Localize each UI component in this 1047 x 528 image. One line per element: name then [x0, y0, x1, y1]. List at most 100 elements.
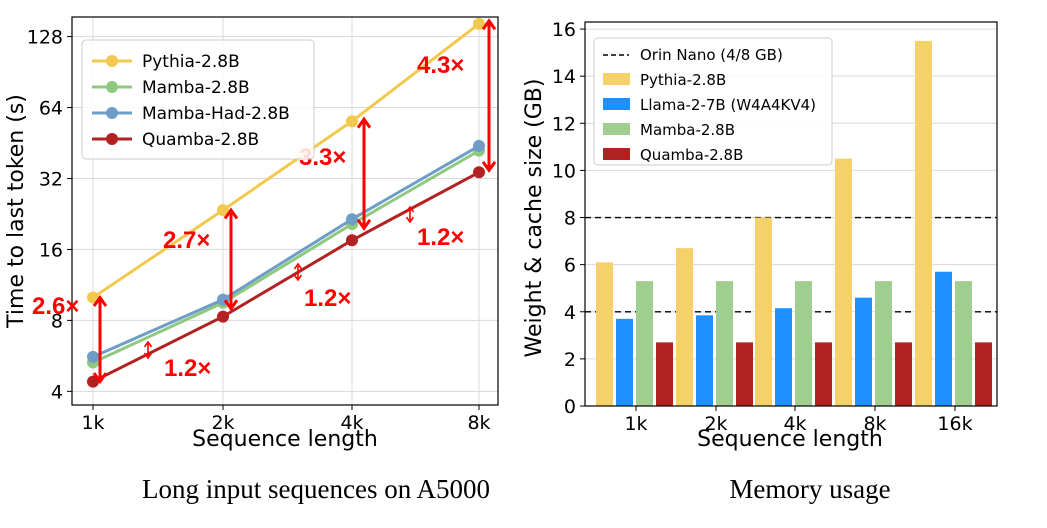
arrow-head-up	[405, 205, 415, 213]
arrow-head-down	[92, 372, 108, 385]
legend-label: Orin Nano (4/8 GB)	[640, 46, 783, 64]
arrow-head-down	[293, 274, 303, 282]
caption-left: Long input sequences on A5000	[142, 474, 490, 504]
y-axis-label: Weight & cache size (GB)	[522, 79, 547, 358]
legend-label: Mamba-2.8B	[142, 78, 250, 98]
y-tick-label: 4	[564, 302, 576, 324]
speedup-label: 4.3×	[417, 52, 464, 79]
y-tick-label: 6	[564, 255, 576, 277]
y-tick-label: 64	[39, 98, 63, 120]
bars	[596, 40, 992, 407]
memory-bar-chart: 0 2 4 6 8 10 12 14 16 1k 2k 4k 8k 16k Sequence lengt…	[522, 19, 998, 504]
bar	[955, 281, 972, 406]
legend-box	[81, 39, 315, 160]
legend-label: Pythia-2.8B	[142, 52, 240, 72]
x-tick-label: 8k	[863, 413, 886, 435]
legend-swatch	[603, 73, 630, 85]
data-point	[87, 375, 99, 388]
legend-marker	[106, 107, 118, 119]
bar	[636, 281, 653, 406]
bar	[875, 281, 892, 406]
legend-swatch	[603, 148, 630, 160]
bar	[895, 342, 912, 406]
caption-right: Memory usage	[729, 474, 890, 504]
y-tick-label: 2	[564, 349, 576, 371]
x-axis-label: Sequence length	[697, 427, 883, 452]
data-point	[346, 234, 358, 247]
data-point	[346, 213, 358, 226]
x-axis-label: Sequence length	[192, 427, 378, 452]
double-arrow	[405, 205, 415, 224]
y-tick-label: 12	[552, 113, 576, 135]
legend-swatch	[603, 123, 630, 135]
data-point	[346, 115, 358, 128]
double-arrow	[223, 207, 239, 312]
legend-label: Pythia-2.8B	[640, 71, 726, 89]
x-tick-label: 2k	[211, 412, 234, 434]
arrow-head-down	[481, 161, 497, 173]
y-tick-label: 32	[39, 168, 63, 190]
x-tick-label: 4k	[783, 413, 806, 435]
y-tick-label: 4	[51, 381, 63, 403]
double-arrow	[143, 340, 153, 360]
bar	[935, 271, 952, 406]
legend-box	[593, 37, 833, 166]
double-arrow	[356, 116, 372, 231]
speedup-label: 1.2×	[164, 355, 211, 382]
y-axis-label: Time to last token (s)	[4, 94, 29, 329]
bar	[975, 342, 992, 406]
legend-label: Llama-2-7B (W4A4KV4)	[640, 96, 816, 114]
speedup-label: 1.2×	[417, 224, 464, 251]
x-tick-label: 1k	[81, 412, 104, 434]
speedup-label: 1.2×	[304, 285, 351, 312]
x-tick-labels: 1k 2k 4k 8k	[81, 405, 491, 434]
y-tick-label: 8	[51, 310, 63, 332]
data-point	[473, 17, 485, 30]
y-tick-label: 8	[564, 208, 576, 230]
y-tick-label: 14	[552, 66, 576, 88]
bar	[736, 342, 753, 406]
latency-line-chart: 4 8 16 32 64 128 1k 2k 4k 8k Sequence length Tim…	[4, 16, 499, 504]
arrow-head-down	[143, 352, 153, 360]
series-line	[92, 144, 480, 359]
arrow-head-down	[223, 299, 239, 312]
legend: Pythia-2.8B Mamba-2.8B Mamba-Had-2.8B Quamb…	[81, 39, 315, 160]
bar	[815, 342, 832, 406]
bar	[616, 318, 633, 406]
bar	[835, 158, 852, 406]
legend-label: Mamba-2.8B	[640, 121, 735, 139]
y-tick-label: 128	[27, 27, 63, 49]
x-tick-label: 2k	[704, 413, 727, 435]
plot-frame	[71, 16, 499, 406]
bar	[716, 281, 733, 406]
y-tick-label: 10	[552, 160, 576, 182]
data-point	[473, 166, 485, 179]
speedup-label: 2.7×	[163, 227, 210, 254]
speedup-arrows	[92, 18, 497, 385]
legend-swatch	[603, 98, 630, 110]
series-line	[92, 22, 480, 299]
y-tick-label: 0	[564, 396, 576, 418]
y-tick-labels: 4 8 16 32 64 128	[27, 27, 72, 403]
arrow-head-up	[143, 340, 153, 348]
x-tick-label: 8k	[467, 412, 490, 434]
x-tick-label: 16k	[937, 413, 972, 435]
arrow-head-up	[293, 262, 303, 270]
x-tick-labels: 1k 2k 4k 8k 16k	[624, 406, 973, 435]
data-point	[87, 350, 99, 363]
bar	[795, 281, 812, 406]
legend-label: Mamba-Had-2.8B	[142, 104, 290, 124]
bar	[775, 308, 792, 406]
bar	[855, 297, 872, 406]
bar	[755, 217, 772, 406]
data-point	[473, 139, 485, 152]
bar	[915, 40, 932, 407]
bar	[696, 315, 713, 406]
y-tick-label: 16	[552, 19, 576, 41]
legend: Orin Nano (4/8 GB) Pythia-2.8B Llama-2-7B …	[593, 37, 833, 166]
bar	[656, 342, 673, 406]
legend-marker	[106, 81, 118, 93]
data-point	[217, 204, 229, 217]
series-line	[92, 149, 480, 364]
